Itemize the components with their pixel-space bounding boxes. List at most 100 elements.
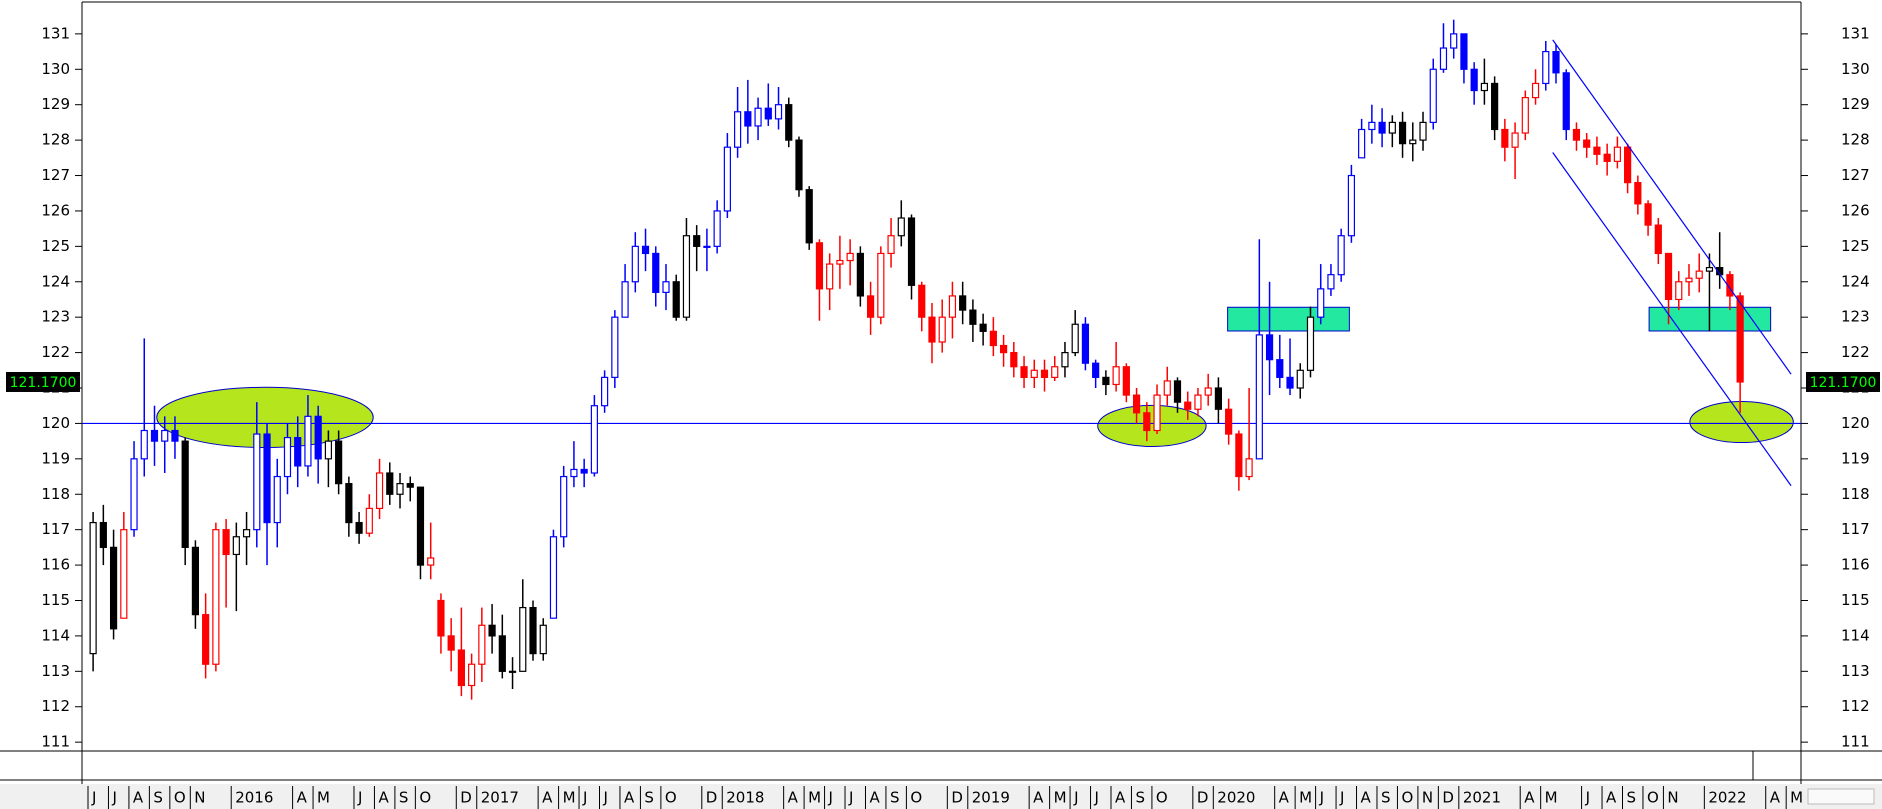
candle-body xyxy=(662,281,670,293)
candle-body xyxy=(488,624,496,637)
zone-ellipse xyxy=(1689,400,1794,444)
y2-tick-label: 116 xyxy=(1841,556,1870,574)
candle-body xyxy=(1122,366,1130,396)
candle-body xyxy=(826,263,834,290)
candle-body xyxy=(938,316,946,343)
candle-body xyxy=(1613,146,1621,162)
candle-body xyxy=(1092,362,1100,378)
candle-body xyxy=(1593,146,1601,155)
y-tick-label: 117 xyxy=(41,520,70,538)
x-tick-label: A xyxy=(133,789,144,807)
candle-body xyxy=(785,104,793,141)
candle-body xyxy=(672,281,680,318)
candle-body xyxy=(1204,387,1212,396)
x-tick-label: N xyxy=(194,789,205,807)
candle-body xyxy=(386,472,394,495)
candle-body xyxy=(999,344,1008,354)
candle-body xyxy=(1020,366,1028,378)
candle-body xyxy=(191,546,200,616)
y2-tick-label: 118 xyxy=(1841,485,1870,503)
y-tick-label: 123 xyxy=(41,308,70,326)
candle-body xyxy=(1429,68,1437,124)
x-tick-label: M xyxy=(808,789,821,807)
x-tick-label: 2020 xyxy=(1217,789,1255,807)
candle-body xyxy=(1542,50,1550,85)
y-tick-label: 124 xyxy=(41,272,70,290)
x-tick-label: O xyxy=(665,789,677,807)
zone-rect xyxy=(1227,306,1350,332)
y-tick-label: 112 xyxy=(41,697,70,715)
candle-body xyxy=(846,252,854,262)
x-tick-label: 2017 xyxy=(481,789,519,807)
x-tick-label: A xyxy=(297,789,308,807)
y2-tick-label: 129 xyxy=(1841,95,1870,113)
x-tick-label: O xyxy=(419,789,431,807)
candle-body xyxy=(560,475,568,538)
x-tick-label: D xyxy=(460,789,472,807)
candle-body xyxy=(1705,267,1714,272)
y-tick-label: 120 xyxy=(41,414,70,432)
x-tick-label: D xyxy=(706,789,718,807)
candle-body xyxy=(1511,132,1519,148)
candle-body xyxy=(1317,288,1325,318)
x-tick-label: A xyxy=(542,789,553,807)
y2-tick-label: 117 xyxy=(1841,520,1870,538)
candle-body xyxy=(1583,139,1591,148)
candle-body xyxy=(498,635,506,672)
candle-body xyxy=(836,259,844,265)
x-tick-label: J xyxy=(357,789,362,807)
candle-body xyxy=(866,295,875,318)
candle-body xyxy=(887,235,895,255)
candle-body xyxy=(1531,82,1540,99)
candle-body xyxy=(263,433,271,524)
candle-body xyxy=(621,281,629,318)
y-tick-label: 114 xyxy=(41,626,70,644)
y2-tick-label: 128 xyxy=(1841,131,1870,149)
candle-body xyxy=(1470,68,1478,92)
candle-body xyxy=(1501,128,1509,148)
candle-body xyxy=(539,624,547,655)
candle-body xyxy=(1378,121,1386,134)
y2-tick-label: 130 xyxy=(1841,60,1870,78)
trend-line xyxy=(1552,152,1792,487)
candle-body xyxy=(273,475,281,524)
x-tick-label: J xyxy=(582,789,587,807)
candle-body xyxy=(948,295,957,318)
candle-body xyxy=(1071,323,1079,354)
x-tick-label: S xyxy=(153,789,163,807)
y2-tick-label: 115 xyxy=(1841,591,1870,609)
candle-body xyxy=(1286,376,1294,389)
candle-body xyxy=(570,468,578,478)
y2-tick-label: 124 xyxy=(1841,272,1870,290)
candle-body xyxy=(396,483,404,495)
x-tick-label: N xyxy=(1667,789,1678,807)
candle-body xyxy=(1163,380,1171,396)
candle-body xyxy=(652,252,660,293)
x-tick-label: J xyxy=(1585,789,1590,807)
candle-body xyxy=(897,217,905,237)
candle-body xyxy=(242,529,251,538)
candle-body xyxy=(805,189,813,244)
y2-tick-label: 131 xyxy=(1841,24,1870,42)
x-tick-label: J xyxy=(828,789,833,807)
candle-body xyxy=(1184,401,1192,410)
x-tick-label: A xyxy=(378,789,389,807)
x-tick-label: J xyxy=(603,789,608,807)
candle-body xyxy=(171,429,179,442)
candle-body xyxy=(222,529,230,556)
candle-body xyxy=(1388,121,1396,134)
candle-body xyxy=(590,405,598,474)
candle-body xyxy=(468,663,476,687)
candle-body xyxy=(580,468,588,474)
candle-body xyxy=(120,529,128,619)
candle-body xyxy=(314,415,322,460)
x-tick-label: S xyxy=(644,789,654,807)
candle-body xyxy=(713,210,721,247)
candle-body xyxy=(437,599,445,637)
y2-tick-label: 114 xyxy=(1841,626,1870,644)
candle-body xyxy=(754,107,762,127)
candle-body xyxy=(1572,128,1581,141)
x-tick-label: D xyxy=(1197,789,1209,807)
candle-body xyxy=(478,624,486,665)
candle-body xyxy=(815,242,824,290)
